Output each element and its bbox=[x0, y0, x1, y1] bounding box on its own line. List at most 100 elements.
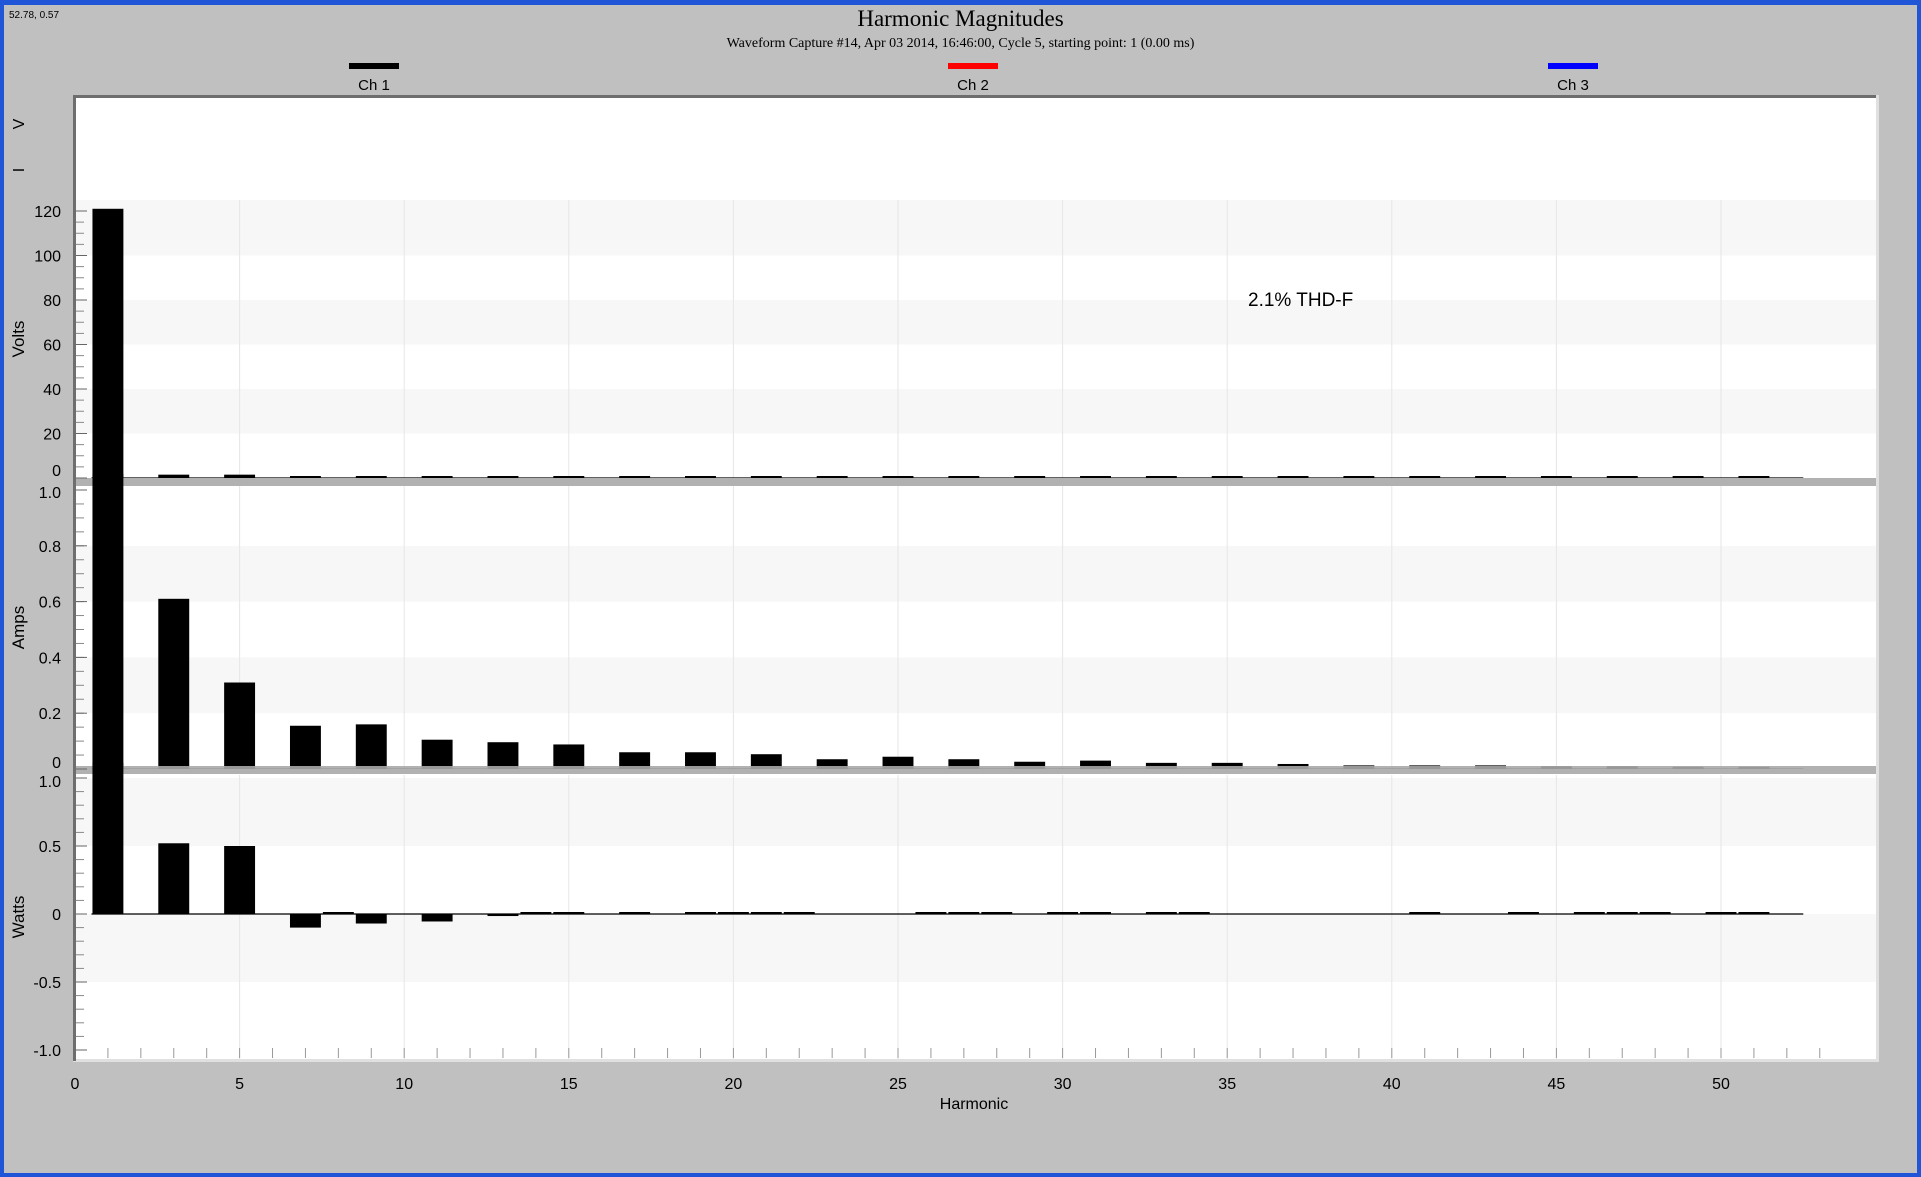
bar-volts-h13 bbox=[487, 476, 519, 478]
thd-annotation: 2.1% THD-F bbox=[1248, 290, 1353, 311]
legend-label-ch2[interactable]: Ch 2 bbox=[957, 77, 989, 94]
y-tick-label-volts: 80 bbox=[43, 293, 61, 310]
y-tick-label-volts: 20 bbox=[43, 427, 61, 444]
bars-volts bbox=[91, 208, 1804, 478]
bar-watts-h50 bbox=[1705, 912, 1737, 914]
bar-volts-h29 bbox=[1014, 476, 1046, 478]
grid-stripe bbox=[76, 211, 1876, 256]
bar-watts-h5 bbox=[224, 846, 256, 914]
bar-volts-h23 bbox=[816, 476, 848, 478]
bar-watts-h14 bbox=[520, 912, 552, 914]
bar-amps-h17 bbox=[619, 752, 651, 769]
bar-watts-h1 bbox=[92, 763, 124, 914]
y-tick-label-volts: 40 bbox=[43, 382, 61, 399]
bar-volts-h1 bbox=[92, 208, 124, 478]
y-tick-label-amps: 1.0 bbox=[39, 485, 61, 502]
x-tick-label: 10 bbox=[395, 1076, 413, 1093]
bar-volts-h17 bbox=[619, 476, 651, 478]
bar-amps-h9 bbox=[355, 724, 387, 769]
y-tick-label-volts: 100 bbox=[34, 249, 61, 266]
bar-volts-h51 bbox=[1738, 476, 1770, 478]
y-tick-label-amps: 0.4 bbox=[39, 650, 61, 667]
legend-label-ch1[interactable]: Ch 1 bbox=[358, 77, 390, 94]
bar-amps-h5 bbox=[224, 682, 256, 769]
bar-amps-h23 bbox=[816, 759, 848, 769]
grid-stripe bbox=[76, 657, 1876, 714]
y-axis-label-watts: Watts bbox=[9, 896, 28, 939]
bar-amps-h19 bbox=[685, 752, 716, 769]
bar-watts-h26 bbox=[915, 912, 947, 914]
bar-watts-h13 bbox=[487, 914, 519, 917]
bar-watts-h33 bbox=[1145, 912, 1177, 914]
y-tick-label-amps: 0.2 bbox=[39, 706, 61, 723]
x-tick-label: 50 bbox=[1712, 1076, 1730, 1093]
bar-volts-h35 bbox=[1211, 476, 1243, 478]
legend-label-ch3[interactable]: Ch 3 bbox=[1557, 77, 1589, 94]
bar-watts-h11 bbox=[421, 914, 453, 922]
bar-watts-h17 bbox=[619, 912, 651, 914]
bar-amps-h7 bbox=[289, 725, 321, 769]
bar-volts-h33 bbox=[1145, 476, 1177, 478]
x-axis: Harmonic 0 5 10 15 20 25 30 35 40 45 50 bbox=[71, 1048, 1821, 1113]
x-axis-label: Harmonic bbox=[940, 1096, 1008, 1113]
bar-watts-h51 bbox=[1738, 912, 1770, 914]
bar-watts-h3 bbox=[158, 843, 190, 914]
bar-amps-h21 bbox=[750, 754, 782, 769]
y-tick-label-volts: 120 bbox=[34, 204, 61, 221]
bar-volts-h7 bbox=[289, 476, 321, 478]
bar-volts-h45 bbox=[1540, 476, 1572, 478]
y-axis-label-volts: Volts bbox=[9, 321, 28, 358]
bar-volts-h27 bbox=[948, 476, 980, 478]
bar-amps-h15 bbox=[553, 744, 585, 769]
bar-amps-h3 bbox=[158, 598, 190, 769]
bar-amps-h11 bbox=[421, 739, 453, 769]
x-tick-label: 25 bbox=[889, 1076, 907, 1093]
bar-volts-h3 bbox=[158, 474, 190, 478]
bar-volts-h41 bbox=[1409, 476, 1441, 478]
x-tick-label: 45 bbox=[1548, 1076, 1566, 1093]
bars-watts bbox=[91, 763, 1804, 928]
bar-volts-h25 bbox=[882, 476, 914, 478]
bar-volts-h31 bbox=[1080, 476, 1111, 478]
bar-volts-h43 bbox=[1475, 476, 1507, 478]
i-row-label: I bbox=[11, 168, 28, 172]
grid-stripe bbox=[76, 545, 1876, 602]
bar-volts-h11 bbox=[421, 476, 453, 478]
y-tick-label-amps: 0.6 bbox=[39, 595, 61, 612]
bar-amps-h13 bbox=[487, 742, 519, 769]
y-tick-label-volts: 60 bbox=[43, 338, 61, 355]
plot-frame-right bbox=[1876, 95, 1879, 1062]
x-tick-label: 15 bbox=[560, 1076, 578, 1093]
bar-watts-h34 bbox=[1178, 912, 1210, 914]
y-axis-label-amps: Amps bbox=[9, 606, 28, 649]
y-tick-label-watts: -1.0 bbox=[33, 1043, 61, 1060]
bar-volts-h47 bbox=[1606, 476, 1638, 478]
bar-volts-h9 bbox=[355, 476, 387, 478]
bar-watts-h27 bbox=[948, 912, 980, 914]
window-border-left bbox=[0, 0, 4, 1177]
x-tick-label: 5 bbox=[235, 1076, 244, 1093]
grid-stripe bbox=[76, 778, 1876, 846]
plot-frame-bottom bbox=[73, 1059, 1879, 1062]
panel-separator bbox=[73, 766, 1876, 774]
bar-watts-h28 bbox=[981, 912, 1013, 914]
plot-frame-top bbox=[73, 95, 1878, 98]
bar-watts-h9 bbox=[355, 914, 387, 924]
y-tick-label-watts: 1.0 bbox=[39, 774, 61, 791]
grid-stripe bbox=[76, 914, 1876, 982]
chart-subtitle: Waveform Capture #14, Apr 03 2014, 16:46… bbox=[726, 36, 1195, 51]
bar-volts-h21 bbox=[750, 476, 782, 478]
bar-volts-h39 bbox=[1343, 476, 1375, 478]
y-axis-line bbox=[73, 95, 76, 1061]
y-tick-label-watts: -0.5 bbox=[33, 975, 61, 992]
legend-swatch-ch3 bbox=[1548, 63, 1598, 69]
bar-watts-h7 bbox=[289, 914, 321, 928]
bar-watts-h15 bbox=[553, 912, 585, 914]
x-tick-label: 40 bbox=[1383, 1076, 1401, 1093]
y-tick-label-volts: 0 bbox=[52, 463, 61, 480]
panel-volts: 0 20 40 60 80 100 120 Volts 2.1% THD-F bbox=[9, 200, 1876, 486]
bar-amps-h1 bbox=[92, 474, 124, 769]
window-border-top bbox=[0, 0, 1921, 5]
bar-watts-h46 bbox=[1573, 912, 1605, 914]
